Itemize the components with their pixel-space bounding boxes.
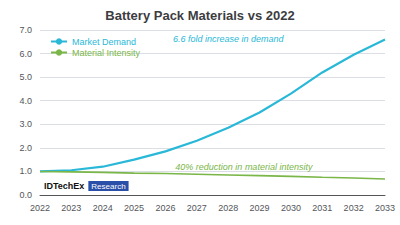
svg-text:2023: 2023 (61, 203, 81, 213)
svg-text:2033: 2033 (375, 203, 395, 213)
svg-text:6.6 fold increase in demand: 6.6 fold increase in demand (173, 34, 285, 44)
svg-text:2031: 2031 (312, 203, 332, 213)
svg-text:2024: 2024 (93, 203, 113, 213)
svg-text:2026: 2026 (155, 203, 175, 213)
svg-text:3.0: 3.0 (19, 119, 32, 129)
svg-text:Material Intensity: Material Intensity (72, 48, 141, 58)
svg-text:IDTechEx: IDTechEx (44, 181, 84, 191)
svg-text:2030: 2030 (281, 203, 301, 213)
svg-text:4.0: 4.0 (19, 96, 32, 106)
svg-text:2022: 2022 (30, 203, 50, 213)
svg-text:Research: Research (91, 182, 125, 191)
svg-text:6.0: 6.0 (19, 49, 32, 59)
svg-text:1.0: 1.0 (19, 166, 32, 176)
svg-text:5.0: 5.0 (19, 72, 32, 82)
svg-text:40% reduction in material inte: 40% reduction in material intensity (175, 162, 313, 172)
svg-text:7.0: 7.0 (19, 25, 32, 35)
svg-text:2025: 2025 (124, 203, 144, 213)
svg-text:Market Demand: Market Demand (72, 37, 136, 47)
svg-text:2029: 2029 (250, 203, 270, 213)
svg-text:0.0: 0.0 (19, 190, 32, 200)
svg-text:2028: 2028 (218, 203, 238, 213)
svg-text:Battery Pack Materials vs 2022: Battery Pack Materials vs 2022 (105, 8, 294, 23)
svg-text:2027: 2027 (187, 203, 207, 213)
svg-text:2032: 2032 (344, 203, 364, 213)
svg-text:2.0: 2.0 (19, 143, 32, 153)
